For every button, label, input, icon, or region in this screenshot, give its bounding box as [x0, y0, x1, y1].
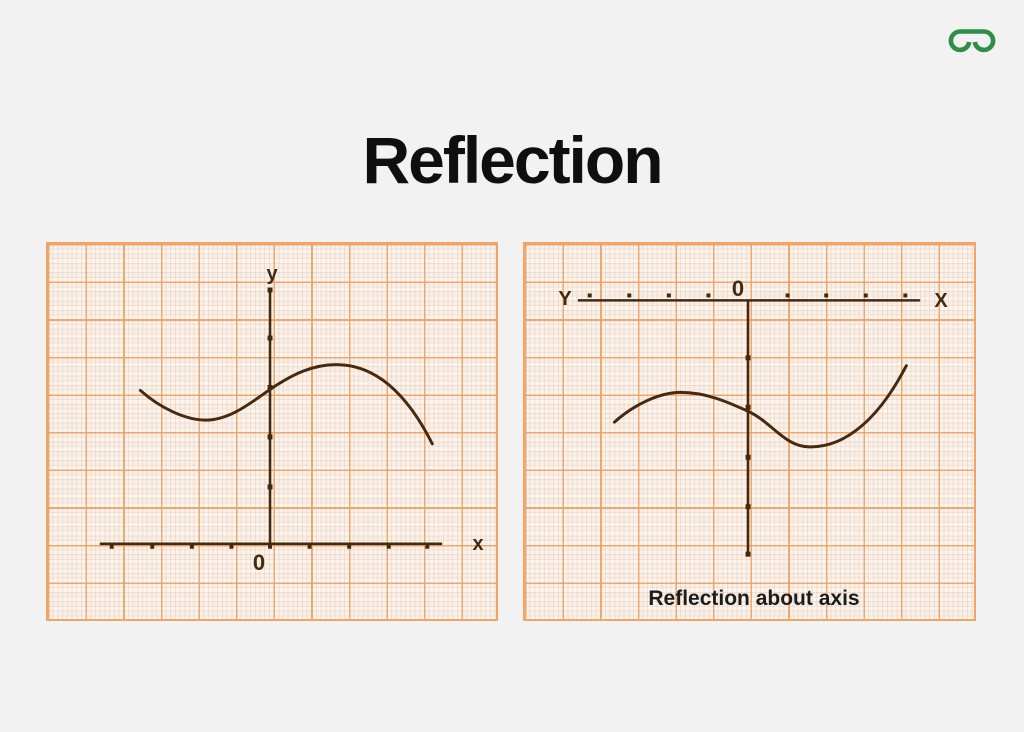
- geeksforgeeks-logo: [948, 29, 996, 53]
- reflected-graph: [577, 293, 921, 557]
- y-axis-label: Y: [558, 288, 572, 310]
- y-axis-ticks: [267, 287, 273, 490]
- logo-left-g: [948, 29, 972, 53]
- panel-caption: Reflection about axis: [648, 587, 860, 610]
- original-curve: [138, 363, 434, 446]
- origin-label: 0: [731, 276, 745, 301]
- x-axis-ticks: [109, 544, 430, 549]
- x-axis-label: x: [472, 533, 484, 555]
- logo-right-g: [972, 29, 996, 53]
- y-axis-label: y: [266, 263, 278, 285]
- x-axis-label: X: [934, 290, 948, 312]
- graph-panel-original: y x 0: [46, 242, 498, 621]
- y-axis-ticks: [745, 355, 751, 557]
- reflected-curve: [612, 364, 908, 449]
- page-title: Reflection: [362, 123, 663, 198]
- x-axis-ticks: [587, 293, 908, 298]
- origin-label: 0: [252, 550, 266, 575]
- graph-panel-reflected: Y X 0 Reflection about axis: [523, 242, 976, 621]
- original-graph: [99, 287, 443, 549]
